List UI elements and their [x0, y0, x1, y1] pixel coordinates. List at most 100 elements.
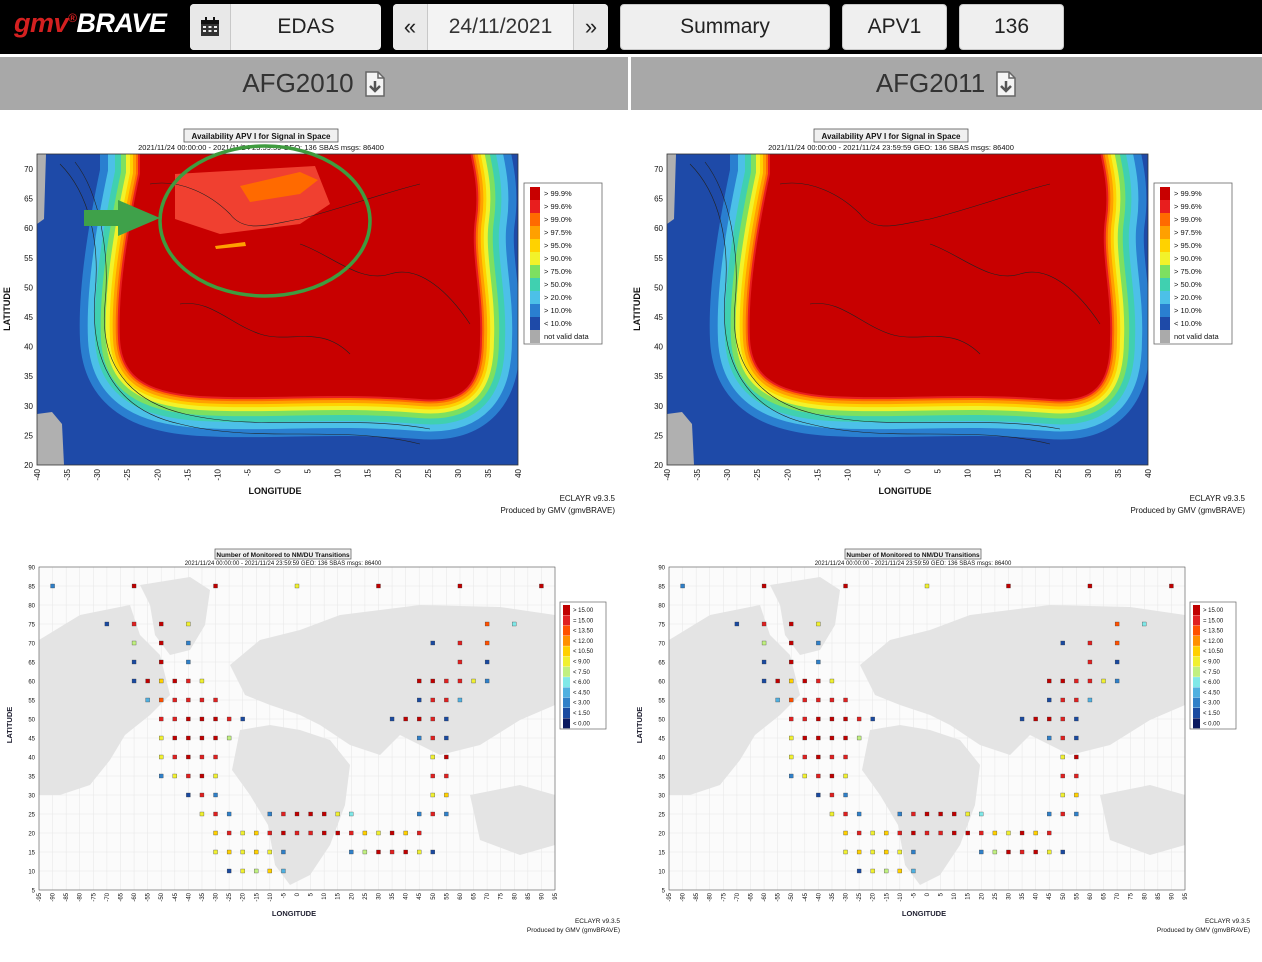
next-day-button[interactable]: »	[574, 4, 608, 50]
station-marker	[1087, 659, 1093, 665]
landmass	[39, 605, 170, 795]
lon-tick: 25	[363, 892, 369, 899]
lon-tick: -15	[813, 468, 822, 480]
no-data-area	[37, 154, 46, 224]
lon-tick: 15	[994, 468, 1003, 477]
legend-label: > 50.0%	[544, 280, 572, 289]
station-header-left: AFG2010	[0, 57, 628, 110]
station-marker	[512, 621, 517, 627]
legend-label: < 3.00	[1203, 701, 1221, 707]
lat-tick: 90	[658, 566, 665, 572]
station-marker	[186, 678, 191, 684]
lon-tick: -5	[911, 892, 917, 898]
legend-label: > 15.00	[1203, 608, 1224, 614]
legend-label: > 10.0%	[544, 306, 572, 315]
view-button[interactable]: Summary	[620, 4, 830, 50]
station-marker	[843, 773, 848, 779]
station-marker	[267, 849, 272, 855]
lon-tick: 95	[553, 892, 559, 899]
station-marker	[870, 868, 875, 874]
station-marker	[389, 849, 395, 855]
station-marker	[1033, 716, 1038, 722]
station-marker	[131, 621, 137, 627]
lat-tick: 40	[24, 343, 33, 352]
station-marker	[213, 792, 218, 798]
lon-tick: 85	[526, 892, 532, 899]
network-button[interactable]: EDAS	[277, 15, 335, 38]
lat-tick: 5	[662, 889, 666, 895]
station-marker	[843, 849, 848, 855]
lon-tick: -60	[762, 892, 768, 901]
lon-tick: -65	[118, 892, 124, 901]
lon-tick: 90	[1169, 892, 1175, 899]
station-marker	[802, 735, 807, 741]
lat-tick: 25	[658, 813, 665, 819]
station-marker	[240, 830, 245, 836]
station-marker	[417, 678, 422, 684]
legend-label: < 9.00	[1203, 660, 1221, 666]
lon-tick: 10	[952, 892, 958, 899]
legend-swatch	[1193, 605, 1200, 615]
legend-label: > 10.0%	[1174, 306, 1202, 315]
lon-tick: -95	[667, 892, 673, 901]
contour-line	[299, 243, 471, 325]
station-name: AFG2010	[242, 68, 354, 98]
lon-tick: -80	[78, 892, 84, 901]
lon-tick: -40	[186, 892, 192, 901]
station-marker	[843, 697, 848, 703]
station-marker	[761, 583, 767, 589]
calendar-button[interactable]	[190, 4, 231, 50]
station-marker	[1074, 754, 1079, 760]
service-button[interactable]: APV1	[842, 4, 947, 50]
station-marker	[856, 830, 862, 836]
station-marker	[281, 868, 286, 874]
lon-tick: 25	[1054, 468, 1063, 477]
station-marker	[802, 697, 807, 703]
station-marker	[856, 811, 862, 817]
station-marker	[322, 811, 327, 817]
station-marker	[1087, 678, 1093, 684]
lon-tick: -5	[243, 468, 252, 476]
map-title: Availability APV I for Signal in Space	[192, 132, 332, 141]
lon-tick: 85	[1156, 892, 1162, 899]
station-marker	[1033, 849, 1038, 855]
station-marker	[897, 868, 902, 874]
prn-button[interactable]: 136	[959, 4, 1064, 50]
legend-swatch	[1193, 718, 1200, 729]
station-marker	[1087, 697, 1093, 703]
legend-label: < 10.50	[1203, 649, 1224, 655]
version-label: ECLAYR v9.3.5	[575, 918, 620, 925]
legend-swatch	[563, 718, 570, 729]
legend-swatch	[1160, 213, 1170, 226]
download-icon[interactable]	[364, 70, 386, 97]
station-marker	[1101, 678, 1106, 684]
station-marker	[294, 583, 300, 589]
legend-label: > 20.0%	[544, 293, 572, 302]
legend-swatch	[1160, 226, 1170, 239]
legend-label: < 13.50	[1203, 629, 1224, 635]
download-icon[interactable]	[995, 70, 1017, 97]
lon-tick: -30	[844, 892, 850, 901]
lon-tick: -15	[884, 892, 890, 901]
date-navigator: « 24/11/2021 »	[393, 4, 608, 50]
brand-logo: gmv®BRAVE	[14, 8, 167, 38]
lat-tick: 30	[24, 402, 33, 411]
legend-label: < 4.50	[573, 690, 591, 696]
station-marker	[816, 640, 821, 646]
lon-tick: -20	[153, 468, 162, 480]
legend-label: < 7.50	[1203, 670, 1221, 676]
lon-tick: -10	[268, 892, 274, 901]
station-marker	[457, 678, 463, 684]
legend-swatch	[530, 239, 540, 252]
station-marker	[816, 773, 821, 779]
legend-swatch	[563, 697, 570, 708]
legend-label: = 15.00	[573, 618, 594, 624]
legend-swatch	[1193, 635, 1200, 646]
legend-swatch	[1193, 677, 1200, 688]
lon-tick: -65	[748, 892, 754, 901]
date-field[interactable]: 24/11/2021	[427, 4, 574, 50]
prev-day-button[interactable]: «	[393, 4, 427, 50]
station-marker	[484, 621, 490, 627]
station-marker	[911, 849, 916, 855]
lon-tick: -45	[173, 892, 179, 901]
